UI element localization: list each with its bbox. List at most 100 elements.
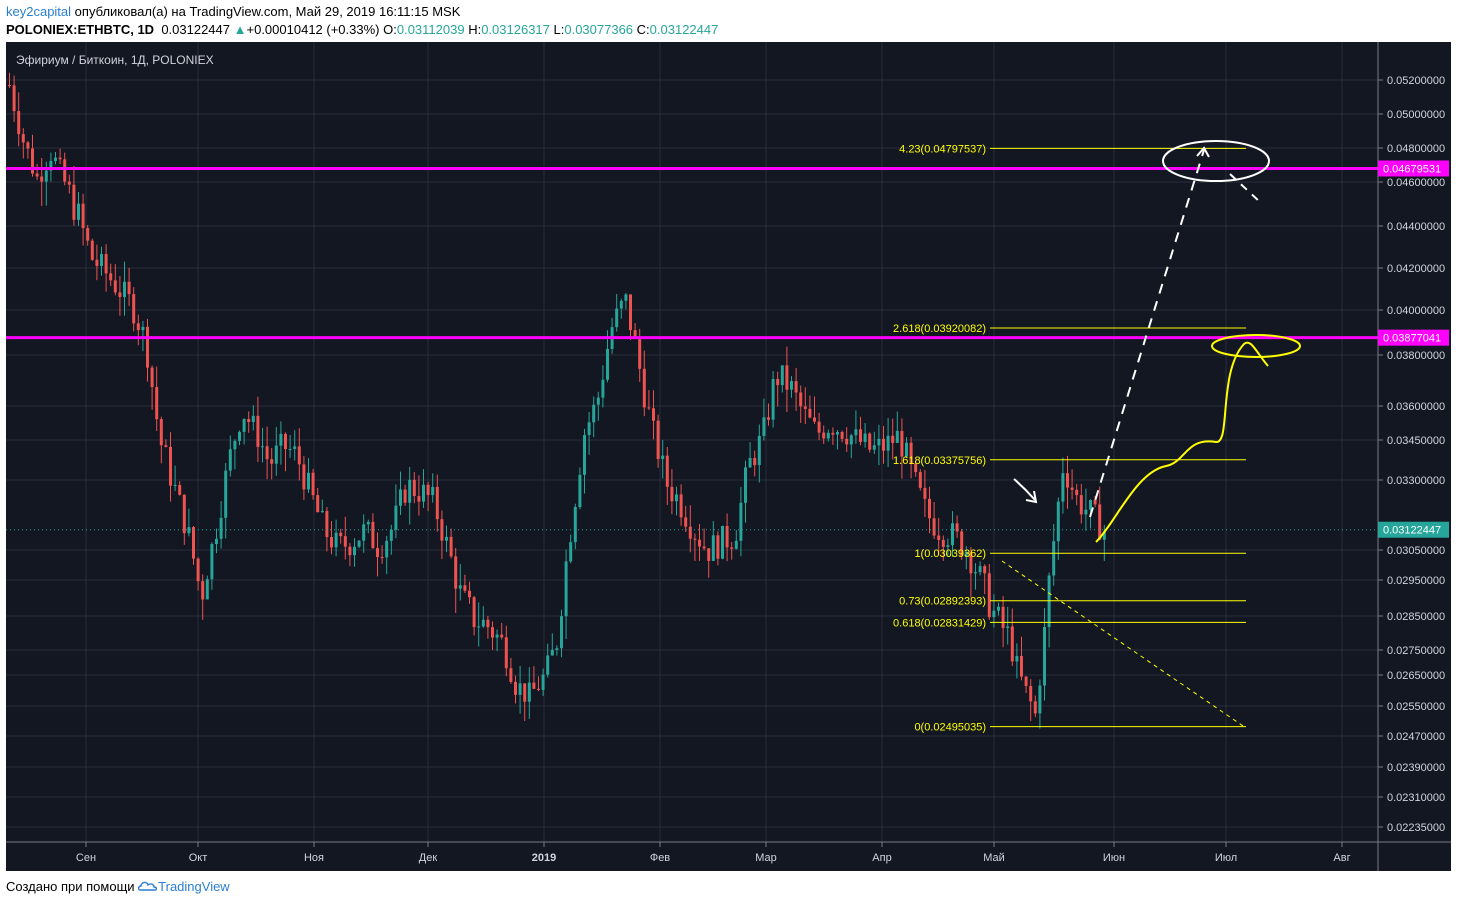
dashed-trend-line — [1001, 560, 1247, 729]
candle-body — [1020, 655, 1023, 677]
candle-body — [831, 432, 835, 435]
candle-body — [408, 479, 412, 503]
y-tick-label: 0.02470000 — [1387, 731, 1445, 743]
fib-level-label: 1.618(0.03375756) — [893, 455, 986, 467]
candle-body — [619, 300, 623, 309]
candle-body — [468, 590, 471, 598]
candle-body — [813, 417, 816, 422]
candle-body — [918, 472, 922, 488]
candle-body — [1075, 489, 1079, 496]
y-tick-label: 0.04800000 — [1387, 143, 1445, 155]
candle-body — [1010, 626, 1014, 662]
y-tick-label: 0.05200000 — [1387, 75, 1445, 87]
candle-body — [366, 521, 370, 525]
candle-body — [504, 637, 508, 669]
candle-body — [661, 455, 665, 460]
candle-body — [472, 597, 476, 628]
candle-body — [564, 561, 568, 617]
candle-body — [311, 472, 315, 496]
candle-body — [182, 494, 186, 534]
candle-body — [647, 407, 651, 409]
publish-info: key2capital опубликовал(а) на TradingVie… — [6, 4, 460, 20]
entry-arrowhead — [1025, 490, 1038, 504]
level-price-tag-label: 0.04679531 — [1383, 163, 1441, 175]
candle-body — [780, 365, 784, 386]
candle-body — [44, 170, 48, 182]
candle-body — [790, 381, 793, 390]
candle-body — [587, 422, 591, 436]
chart-svg[interactable]: 4.23(0.04797537) 2.618(0.03920082) 1.618(0… — [6, 42, 1451, 871]
candle-body — [495, 634, 499, 638]
candle-body — [822, 432, 826, 439]
candle-body — [118, 292, 122, 298]
candle-body — [997, 606, 1000, 611]
candle-body — [596, 397, 600, 405]
candle-body — [882, 438, 885, 451]
candle-body — [486, 619, 490, 628]
candle-body — [86, 228, 90, 241]
high-value: 0.03126317 — [481, 22, 550, 37]
candle-body — [113, 280, 117, 293]
x-tick-label: Ноя — [304, 852, 324, 864]
candle-body — [518, 683, 522, 695]
candle-body — [394, 505, 398, 530]
candle-body — [928, 498, 931, 519]
candle-body — [757, 435, 761, 466]
chart-area[interactable]: 4.23(0.04797537) 2.618(0.03920082) 1.618(0… — [6, 42, 1451, 871]
symbol-label: POLONIEX:ETHBTC, 1D — [6, 22, 155, 37]
candle-body — [670, 486, 674, 502]
candle-body — [54, 157, 57, 162]
y-tick-label: 0.04000000 — [1387, 305, 1445, 317]
white-dashed-fall — [1229, 173, 1261, 203]
y-tick-label: 0.02235000 — [1387, 822, 1445, 834]
candle-body — [721, 525, 724, 559]
candle-body — [431, 486, 435, 496]
candle-body — [109, 273, 113, 281]
author-link[interactable]: key2capital — [6, 4, 72, 19]
candle-body — [348, 546, 352, 556]
candle-body — [132, 294, 136, 324]
candle-body — [481, 619, 485, 627]
candle-body — [141, 326, 145, 331]
candle-body — [380, 557, 384, 559]
candle-body — [1015, 655, 1019, 662]
candle-body — [753, 458, 757, 466]
candle-body — [77, 203, 80, 220]
candle-body — [642, 368, 646, 408]
candle-body — [744, 467, 747, 503]
y-tick-label: 0.02950000 — [1387, 575, 1445, 587]
x-tick-label: Апр — [872, 852, 891, 864]
candle-body — [514, 681, 517, 695]
x-tick-label: Фев — [650, 852, 670, 864]
candle-body — [845, 438, 849, 445]
candle-body — [95, 259, 99, 266]
candle-body — [748, 458, 752, 468]
level-price-tag-bg — [1378, 329, 1449, 346]
candle-body — [546, 655, 550, 675]
candle-body — [541, 674, 545, 690]
candle-body — [159, 419, 163, 446]
candle-body — [707, 548, 711, 561]
y-tick-label: 0.03600000 — [1387, 401, 1445, 413]
tradingview-link[interactable]: TradingView — [158, 879, 230, 894]
candle-body — [532, 682, 536, 689]
level-price-tag-bg — [1378, 160, 1449, 177]
candle-body — [1098, 504, 1102, 540]
candle-body — [891, 435, 895, 443]
candle-body — [785, 365, 789, 390]
candle-body — [8, 85, 11, 87]
candle-body — [435, 486, 439, 520]
candle-body — [974, 572, 977, 574]
fib-level-label: 0(0.02495035) — [914, 722, 986, 734]
candle-body — [569, 542, 573, 562]
candle-body — [1033, 701, 1037, 714]
candle-body — [684, 517, 688, 527]
target-ellipse-yellow — [1211, 334, 1301, 358]
candle-body — [440, 519, 444, 541]
drawings — [1001, 140, 1301, 729]
candle-body — [1047, 575, 1051, 627]
candle-body — [228, 449, 232, 471]
candle-body — [560, 616, 563, 649]
horizontal-levels — [6, 166, 1378, 531]
white-dashed-projection — [1089, 149, 1205, 518]
